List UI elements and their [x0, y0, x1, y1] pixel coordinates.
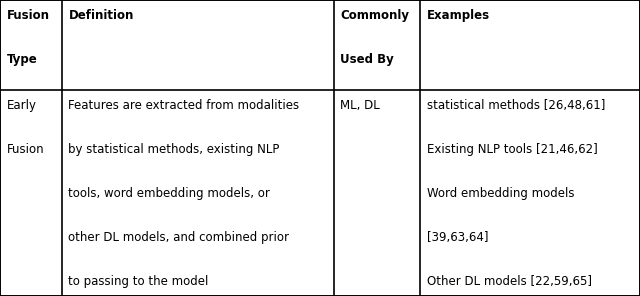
Text: Fusion

Type: Fusion Type: [6, 9, 49, 66]
Text: Examples: Examples: [427, 9, 490, 22]
Text: Definition: Definition: [68, 9, 134, 22]
Text: Features are extracted from modalities

by statistical methods, existing NLP

to: Features are extracted from modalities b…: [68, 99, 300, 288]
Text: Early

Fusion: Early Fusion: [6, 99, 44, 156]
Text: ML, DL: ML, DL: [340, 99, 380, 112]
Text: Commonly

Used By: Commonly Used By: [340, 9, 410, 66]
Text: statistical methods [26,48,61]

Existing NLP tools [21,46,62]

Word embedding mo: statistical methods [26,48,61] Existing …: [427, 99, 605, 288]
